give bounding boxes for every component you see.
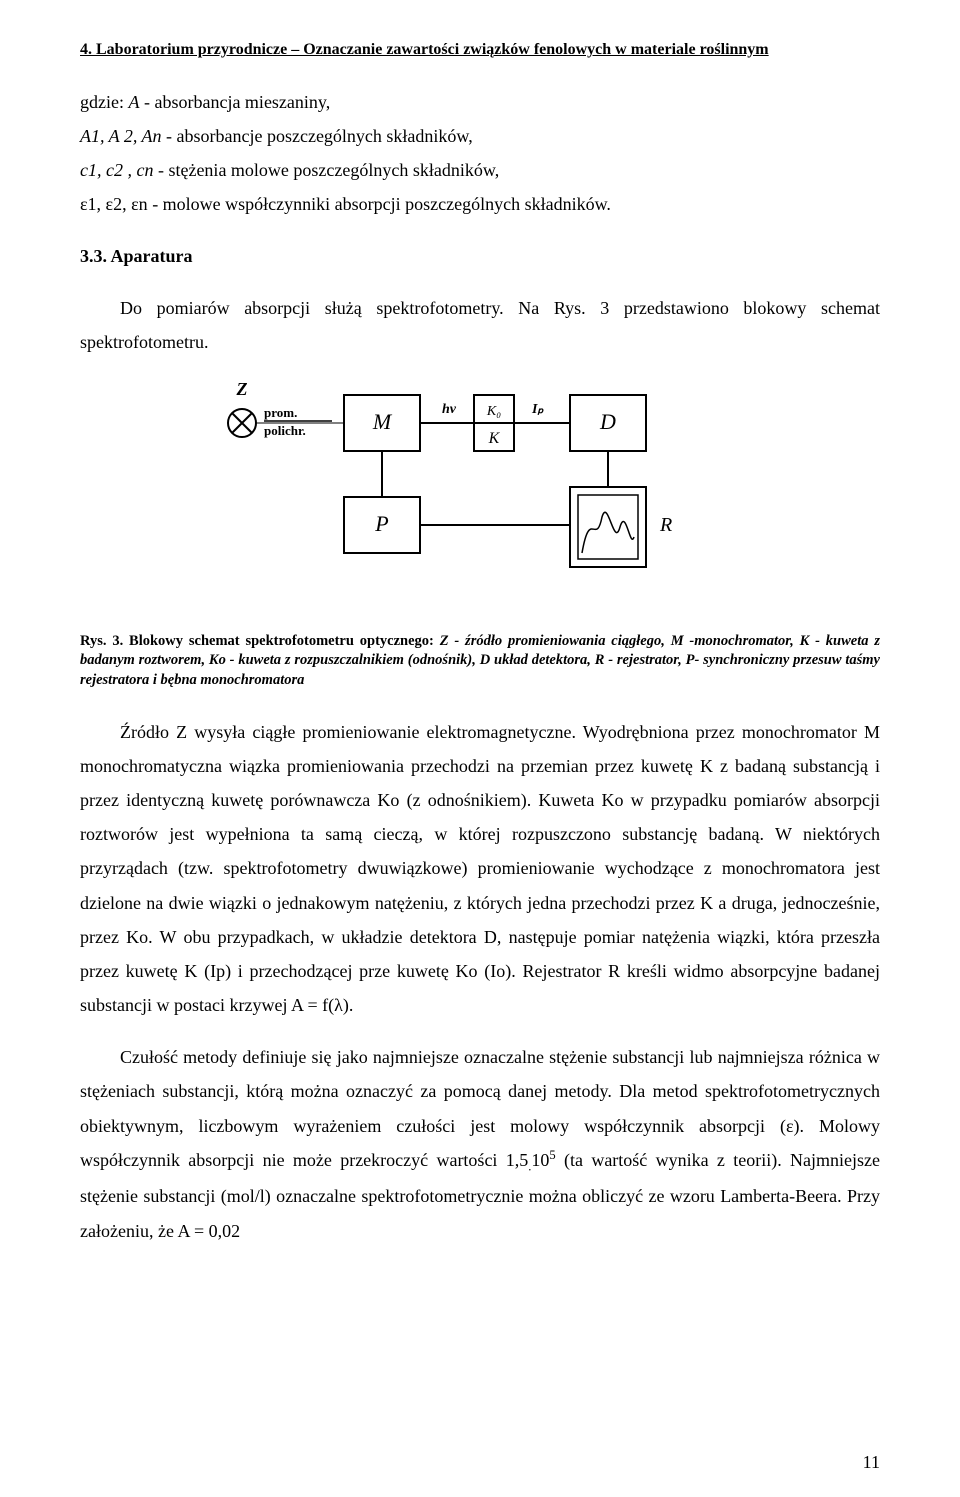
- body-paragraph-1: Źródło Z wysyła ciągłe promieniowanie el…: [80, 715, 880, 1023]
- diagram-K0-label: K₀: [486, 404, 501, 419]
- diagram-D-label: D: [599, 409, 616, 434]
- diagram-R-label: R: [659, 514, 672, 536]
- diagram-M-label: M: [372, 409, 393, 434]
- diagram-K-label: K: [488, 430, 501, 447]
- diagram-prom-label2: polichr.: [264, 423, 306, 438]
- page-header: 4. Laboratorium przyrodnicze – Oznaczani…: [80, 40, 880, 61]
- defs-line4-sym: ε1, ε2, εn: [80, 194, 148, 214]
- defs-line2-sym: A1, A 2, An: [80, 126, 162, 146]
- figure-caption-prefix: Rys. 3. Blokowy schemat spektrofotometru…: [80, 633, 440, 649]
- diagram-R-curve: [582, 512, 634, 553]
- diagram-prom-label1: prom.: [264, 405, 297, 420]
- figure-caption: Rys. 3. Blokowy schemat spektrofotometru…: [80, 632, 880, 691]
- diagram-Ip-label: Iₚ: [531, 402, 544, 417]
- aparatura-text: Do pomiarów absorpcji służą spektrofotom…: [80, 298, 880, 352]
- diagram-P-label: P: [374, 511, 388, 536]
- defs-line1-pre: gdzie:: [80, 92, 128, 112]
- defs-line4-post: - molowe współczynniki absorpcji poszcze…: [148, 194, 611, 214]
- defs-line3-post: - stężenia molowe poszczególnych składni…: [153, 160, 499, 180]
- defs-line1: gdzie: A - absorbancja mieszaniny, A1, A…: [80, 85, 880, 222]
- defs-line3-sym: c1, c2 , cn: [80, 160, 153, 180]
- diagram-hv-label: hν: [442, 402, 457, 417]
- page-number: 11: [863, 1452, 880, 1473]
- spectrophotometer-diagram: Z prom. polichr. M hν K₀ K Iₚ: [220, 377, 740, 612]
- diagram-R-box: [570, 487, 646, 567]
- body-paragraph-2: Czułość metody definiuje się jako najmni…: [80, 1040, 880, 1247]
- body1-text: Źródło Z wysyła ciągłe promieniowanie el…: [80, 722, 880, 1016]
- section-title: 3.3. Aparatura: [80, 246, 880, 267]
- diagram-Z-label: Z: [236, 379, 248, 399]
- defs-line1-sym: A: [128, 92, 139, 112]
- aparatura-paragraph: Do pomiarów absorpcji służą spektrofotom…: [80, 291, 880, 359]
- defs-line2-post: - absorbancje poszczególnych składników,: [162, 126, 473, 146]
- defs-line1-post: - absorbancja mieszaniny,: [139, 92, 330, 112]
